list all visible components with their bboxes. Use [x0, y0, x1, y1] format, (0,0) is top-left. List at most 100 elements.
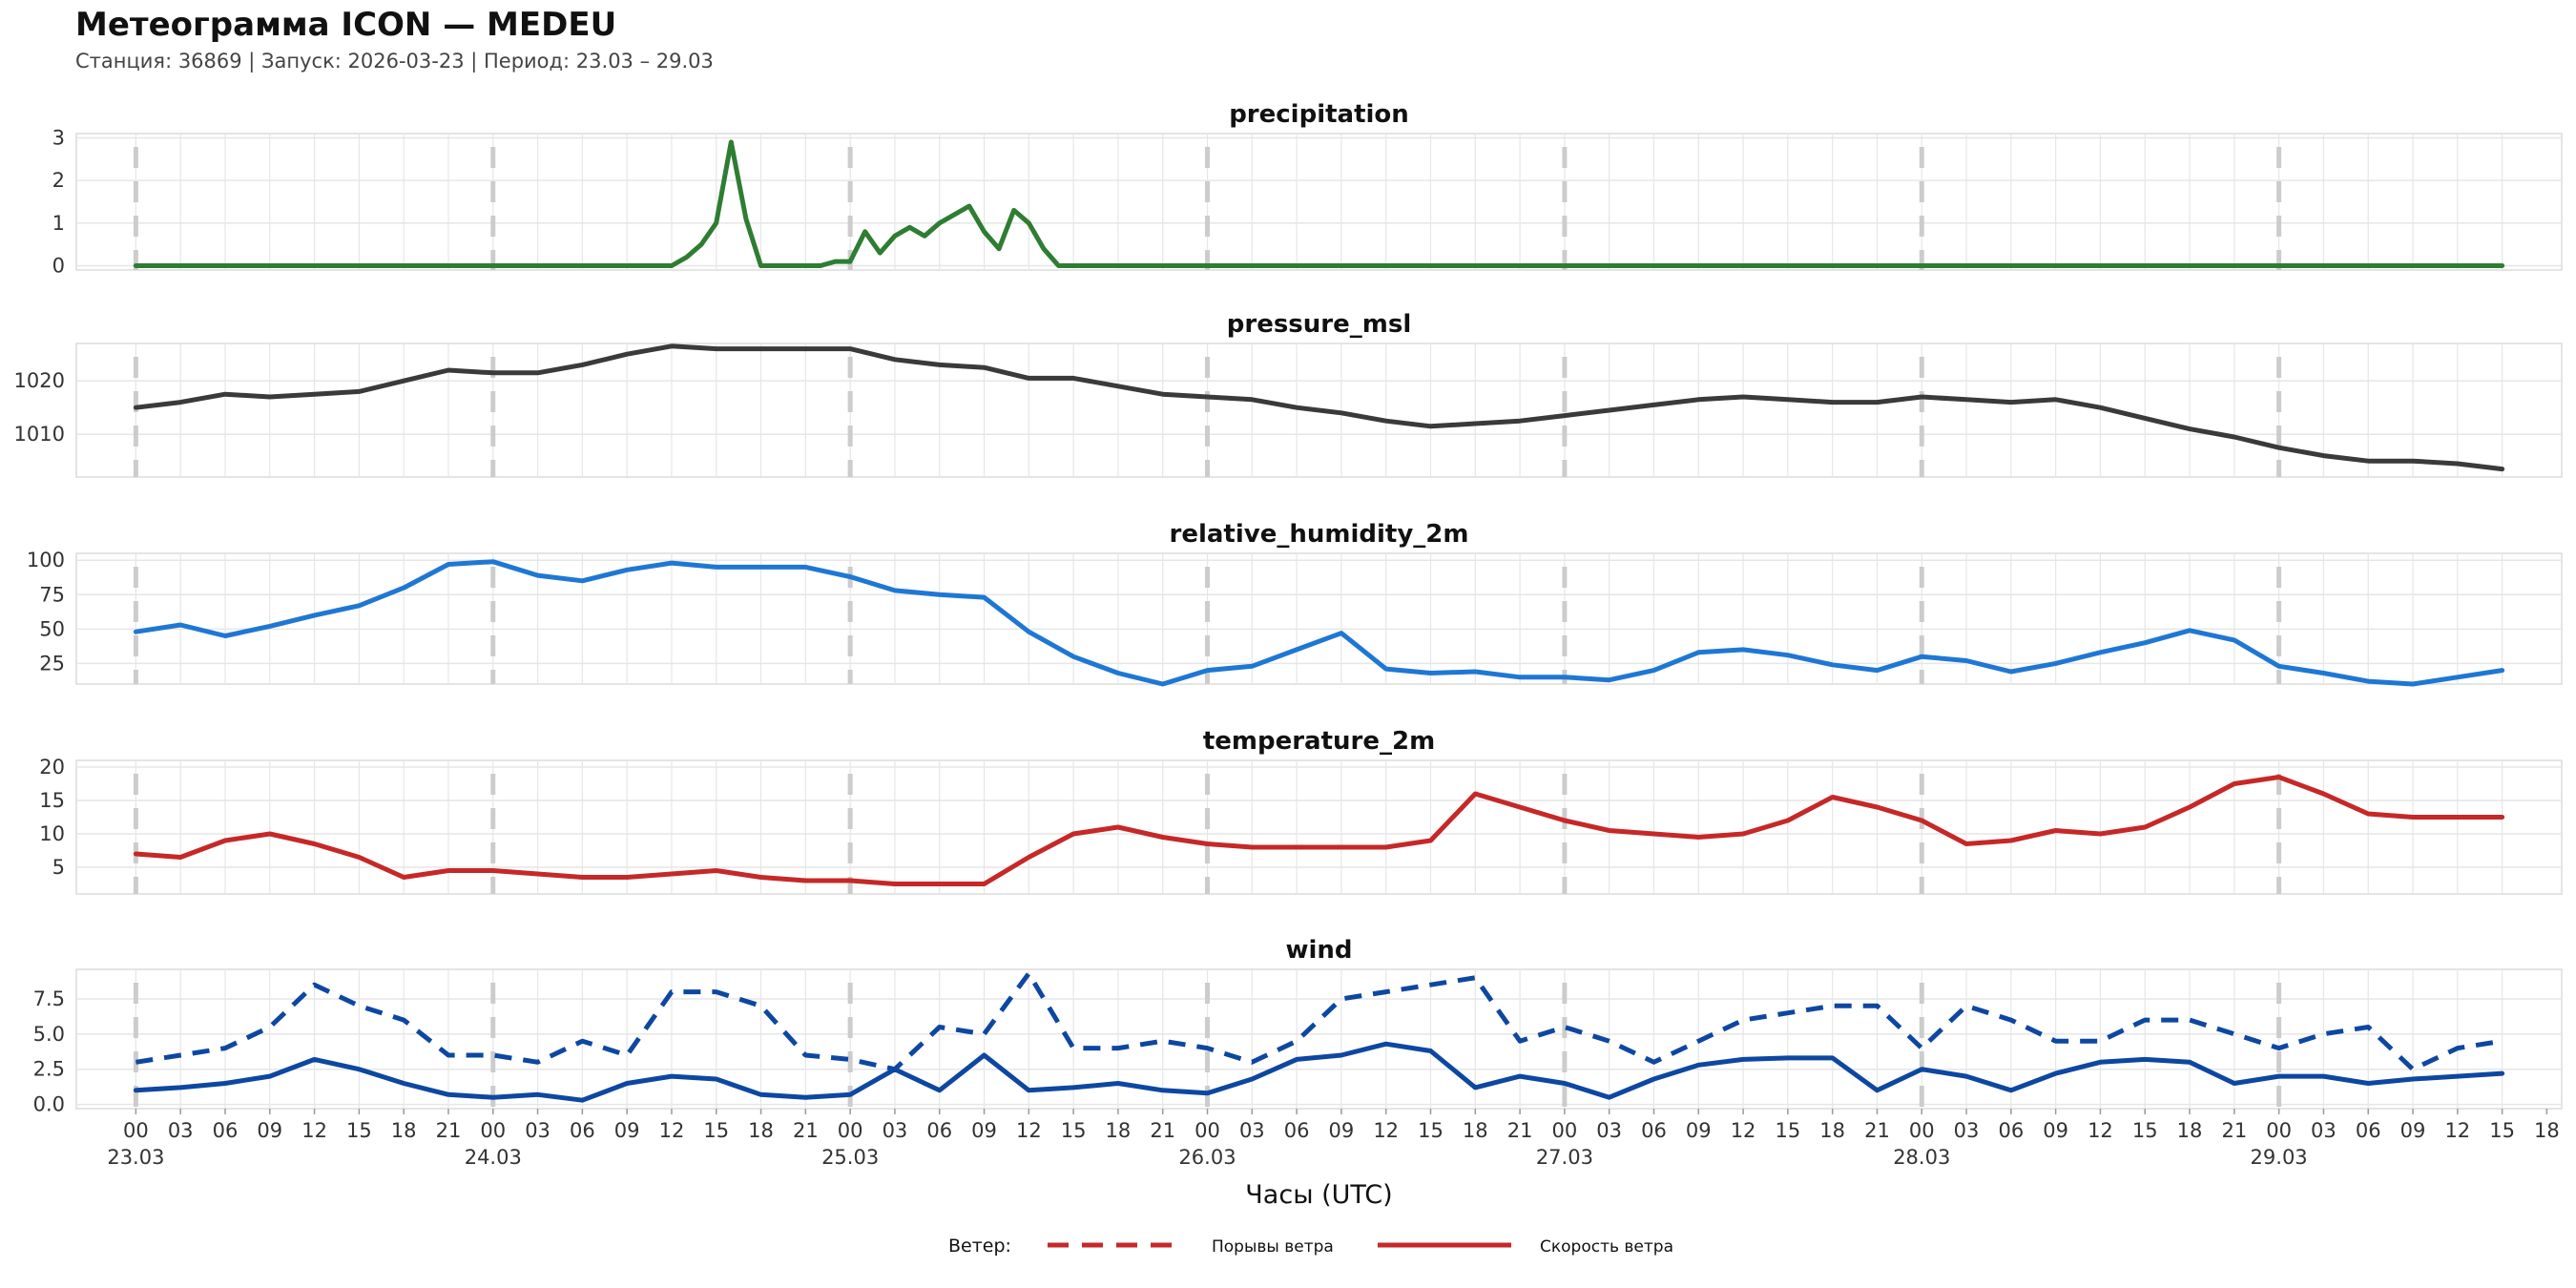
y-tick-label: 3 [52, 126, 65, 149]
x-tick-label: 03 [168, 1119, 194, 1142]
x-tick-label: 12 [1731, 1119, 1756, 1142]
x-tick-label: 15 [703, 1119, 729, 1142]
chart-subtitle: Станция: 36869 | Запуск: 2026-03-23 | Пе… [75, 50, 714, 73]
x-tick-label: 12 [659, 1119, 685, 1142]
x-tick-label: 03 [883, 1119, 908, 1142]
y-tick-label: 50 [39, 617, 65, 640]
x-tick-label: 00 [123, 1119, 149, 1142]
x-tick-label: 21 [2221, 1119, 2247, 1142]
x-tick-label: 03 [525, 1119, 551, 1142]
x-tick-label: 03 [1954, 1119, 1980, 1142]
x-day-label: 27.03 [1536, 1146, 1593, 1169]
x-tick-label: 15 [2132, 1119, 2158, 1142]
x-tick-label: 06 [1998, 1119, 2024, 1142]
x-tick-label: 18 [1819, 1119, 1845, 1142]
x-tick-label: 15 [1775, 1119, 1800, 1142]
x-tick-label: 09 [2043, 1119, 2068, 1142]
x-day-label: 23.03 [107, 1146, 164, 1169]
x-tick-label: 06 [213, 1119, 239, 1142]
legend-gusts-label: Порывы ветра [1212, 1237, 1334, 1257]
x-tick-label: 06 [1641, 1119, 1667, 1142]
x-tick-label: 09 [971, 1119, 997, 1142]
y-tick-label: 1020 [14, 369, 65, 392]
x-tick-label: 18 [748, 1119, 774, 1142]
x-tick-label: 12 [2088, 1119, 2113, 1142]
x-tick-label: 09 [257, 1119, 282, 1142]
temperature_2m-line [133, 775, 2505, 886]
panel-title: relative_humidity_2m [1170, 520, 1469, 549]
panel-title: precipitation [1229, 100, 1409, 129]
panel-title: temperature_2m [1203, 727, 1435, 756]
panel-frame [75, 759, 2563, 895]
x-axis-label: Часы (UTC) [1245, 1180, 1392, 1210]
precipitation-line [133, 139, 2505, 268]
y-tick-label: 5.0 [33, 1023, 65, 1046]
x-day-label: 29.03 [2251, 1146, 2308, 1169]
panel-title: pressure_msl [1227, 310, 1411, 339]
x-tick-label: 15 [346, 1119, 372, 1142]
x-tick-label: 18 [1106, 1119, 1132, 1142]
x-tick-label: 18 [2534, 1119, 2560, 1142]
y-tick-label: 25 [39, 652, 65, 675]
x-tick-label: 03 [1596, 1119, 1622, 1142]
x-tick-label: 03 [2311, 1119, 2337, 1142]
y-tick-label: 5 [52, 856, 65, 879]
x-tick-label: 00 [2266, 1119, 2292, 1142]
x-day-label: 28.03 [1893, 1146, 1950, 1169]
x-tick-label: 06 [926, 1119, 952, 1142]
y-tick-label: 0 [52, 255, 65, 278]
y-tick-label: 1010 [14, 423, 65, 446]
pressure_msl-line [133, 343, 2505, 472]
legend-speed-label: Скорость ветра [1540, 1237, 1673, 1257]
x-tick-label: 06 [1284, 1119, 1310, 1142]
wind-gusts-line [135, 970, 2503, 1072]
y-tick-label: 15 [39, 789, 65, 812]
x-tick-label: 21 [793, 1119, 819, 1142]
x-tick-label: 03 [1239, 1119, 1265, 1142]
x-tick-label: 06 [570, 1119, 595, 1142]
x-tick-label: 15 [1061, 1119, 1087, 1142]
x-tick-label: 09 [2400, 1119, 2426, 1142]
x-tick-label: 18 [1463, 1119, 1488, 1142]
x-tick-label: 00 [1552, 1119, 1578, 1142]
x-tick-label: 12 [301, 1119, 327, 1142]
x-tick-label: 09 [614, 1119, 640, 1142]
wind-speed-line [133, 1041, 2505, 1103]
x-tick-label: 21 [1864, 1119, 1890, 1142]
x-day-label: 25.03 [821, 1146, 879, 1169]
x-tick-label: 00 [838, 1119, 863, 1142]
x-tick-label: 09 [1686, 1119, 1712, 1142]
y-tick-label: 10 [39, 822, 65, 845]
panel-frame [75, 552, 2563, 685]
x-day-label: 26.03 [1178, 1146, 1236, 1169]
panel-frame [75, 968, 2563, 1110]
panel-title: wind [1285, 936, 1352, 965]
y-tick-label: 7.5 [33, 987, 65, 1010]
chart-title: Метеограмма ICON — MEDEU [75, 6, 617, 44]
y-tick-label: 20 [39, 756, 65, 779]
x-tick-label: 00 [480, 1119, 506, 1142]
x-day-label: 24.03 [465, 1146, 522, 1169]
panel-frame [75, 343, 2563, 478]
y-tick-label: 2 [52, 169, 65, 192]
y-tick-label: 100 [27, 549, 65, 571]
x-tick-label: 12 [2444, 1119, 2470, 1142]
relative_humidity_2m-line [133, 559, 2505, 687]
x-tick-label: 21 [436, 1119, 462, 1142]
x-tick-label: 15 [2489, 1119, 2515, 1142]
y-tick-label: 2.5 [33, 1058, 65, 1081]
y-tick-label: 75 [39, 583, 65, 606]
x-tick-label: 09 [1329, 1119, 1355, 1142]
y-tick-label: 1 [52, 212, 65, 235]
x-tick-label: 18 [391, 1119, 417, 1142]
x-tick-label: 18 [2177, 1119, 2203, 1142]
x-tick-label: 15 [1418, 1119, 1444, 1142]
x-tick-label: 21 [1150, 1119, 1175, 1142]
panel-frame [75, 133, 2563, 271]
y-tick-label: 0.0 [33, 1093, 65, 1116]
x-tick-label: 00 [1195, 1119, 1220, 1142]
x-tick-label: 06 [2356, 1119, 2381, 1142]
x-tick-label: 12 [1016, 1119, 1042, 1142]
x-tick-label: 12 [1373, 1119, 1399, 1142]
